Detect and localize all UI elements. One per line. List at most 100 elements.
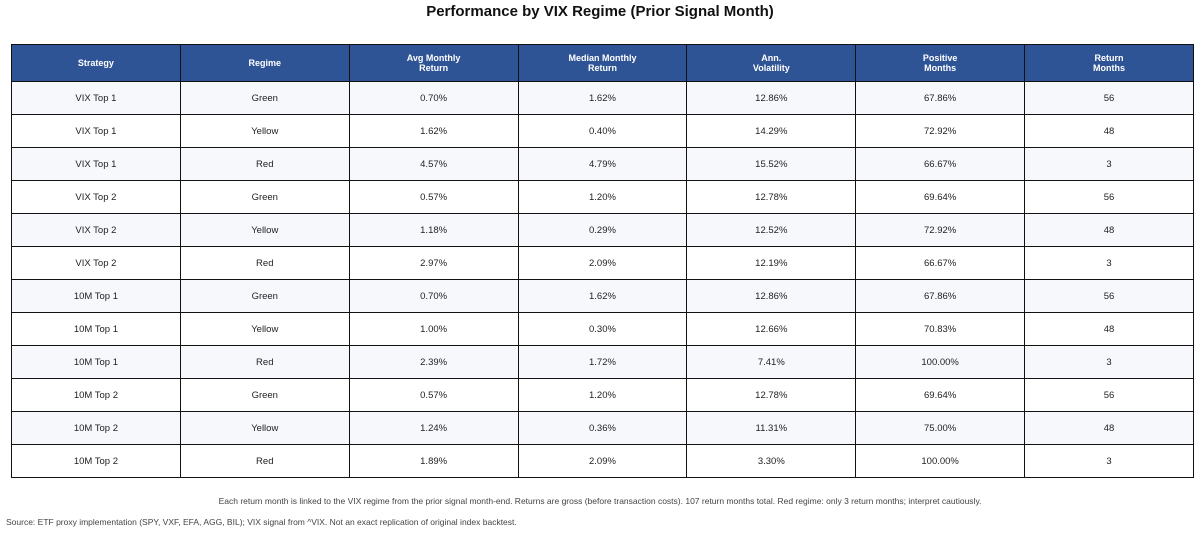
return-months-cell: 3: [1024, 444, 1194, 478]
ann-volatility-cell: 3.30%: [686, 444, 857, 478]
avg-monthly-return-cell: 0.70%: [348, 81, 519, 115]
ann-volatility-cell: 12.86%: [686, 279, 857, 313]
column-header-avg-monthly-return: Avg Monthly Return: [348, 44, 519, 82]
strategy-cell: 10M Top 1: [11, 279, 181, 313]
table-row: 10M Top 2 Red 1.89% 2.09% 3.30% 100.00% 3: [11, 444, 1194, 478]
avg-monthly-return-cell: 2.97%: [348, 246, 519, 280]
positive-months-cell: 100.00%: [855, 345, 1026, 379]
avg-monthly-return-cell: 1.18%: [348, 213, 519, 247]
median-monthly-return-cell: 1.72%: [517, 345, 688, 379]
column-header-positive-months: Positive Months: [855, 44, 1026, 82]
table-row: 10M Top 2 Yellow 1.24% 0.36% 11.31% 75.00% 48: [11, 411, 1194, 445]
positive-months-cell: 72.92%: [855, 114, 1026, 148]
median-monthly-return-cell: 1.20%: [517, 180, 688, 214]
regime-cell: Green: [179, 279, 350, 313]
table-row: 10M Top 2 Green 0.57% 1.20% 12.78% 69.64% 56: [11, 378, 1194, 412]
return-months-cell: 56: [1024, 378, 1194, 412]
table-header: Strategy Regime Avg Monthly Return Media…: [11, 44, 1194, 82]
strategy-cell: VIX Top 2: [11, 213, 181, 247]
avg-monthly-return-cell: 1.89%: [348, 444, 519, 478]
median-monthly-return-cell: 1.62%: [517, 81, 688, 115]
regime-cell: Red: [179, 246, 350, 280]
median-monthly-return-cell: 1.20%: [517, 378, 688, 412]
return-months-cell: 56: [1024, 180, 1194, 214]
source-note: Source: ETF proxy implementation (SPY, V…: [6, 517, 517, 527]
strategy-cell: VIX Top 1: [11, 81, 181, 115]
strategy-cell: 10M Top 2: [11, 411, 181, 445]
avg-monthly-return-cell: 4.57%: [348, 147, 519, 181]
page-title: Performance by VIX Regime (Prior Signal …: [426, 3, 774, 20]
ann-volatility-cell: 14.29%: [686, 114, 857, 148]
positive-months-cell: 67.86%: [855, 81, 1026, 115]
strategy-cell: 10M Top 2: [11, 444, 181, 478]
table-body: VIX Top 1 Green 0.70% 1.62% 12.86% 67.86% 56 VI…: [11, 81, 1194, 478]
ann-volatility-cell: 12.86%: [686, 81, 857, 115]
positive-months-cell: 66.67%: [855, 246, 1026, 280]
strategy-cell: 10M Top 1: [11, 345, 181, 379]
avg-monthly-return-cell: 1.24%: [348, 411, 519, 445]
return-months-cell: 3: [1024, 345, 1194, 379]
regime-cell: Green: [179, 180, 350, 214]
footnote: Each return month is linked to the VIX r…: [218, 496, 982, 506]
table-row: VIX Top 1 Yellow 1.62% 0.40% 14.29% 72.92% 48: [11, 114, 1194, 148]
column-header-line1: Return: [1094, 53, 1124, 63]
column-header-line1: Regime: [248, 58, 282, 68]
table-row: VIX Top 1 Red 4.57% 4.79% 15.52% 66.67% 3: [11, 147, 1194, 181]
return-months-cell: 3: [1024, 147, 1194, 181]
return-months-cell: 48: [1024, 312, 1194, 346]
table-row: VIX Top 2 Red 2.97% 2.09% 12.19% 66.67% 3: [11, 246, 1194, 280]
positive-months-cell: 66.67%: [855, 147, 1026, 181]
median-monthly-return-cell: 4.79%: [517, 147, 688, 181]
regime-cell: Yellow: [179, 411, 350, 445]
positive-months-cell: 69.64%: [855, 180, 1026, 214]
ann-volatility-cell: 12.19%: [686, 246, 857, 280]
table-row: 10M Top 1 Red 2.39% 1.72% 7.41% 100.00% 3: [11, 345, 1194, 379]
column-header-strategy: Strategy: [11, 44, 181, 82]
table-row: VIX Top 2 Yellow 1.18% 0.29% 12.52% 72.92% 48: [11, 213, 1194, 247]
positive-months-cell: 69.64%: [855, 378, 1026, 412]
positive-months-cell: 70.83%: [855, 312, 1026, 346]
column-header-ann-volatility: Ann. Volatility: [686, 44, 857, 82]
ann-volatility-cell: 15.52%: [686, 147, 857, 181]
table-row: 10M Top 1 Yellow 1.00% 0.30% 12.66% 70.83% 48: [11, 312, 1194, 346]
header-row: Strategy Regime Avg Monthly Return Media…: [11, 44, 1194, 82]
avg-monthly-return-cell: 1.00%: [348, 312, 519, 346]
median-monthly-return-cell: 0.36%: [517, 411, 688, 445]
performance-table: Strategy Regime Avg Monthly Return Media…: [11, 44, 1194, 478]
median-monthly-return-cell: 1.62%: [517, 279, 688, 313]
median-monthly-return-cell: 2.09%: [517, 444, 688, 478]
column-header-line2: Return: [587, 63, 617, 73]
return-months-cell: 48: [1024, 411, 1194, 445]
return-months-cell: 48: [1024, 213, 1194, 247]
column-header-line1: Strategy: [77, 58, 114, 68]
column-header-line2: Months: [924, 63, 957, 73]
strategy-cell: VIX Top 1: [11, 147, 181, 181]
return-months-cell: 56: [1024, 279, 1194, 313]
avg-monthly-return-cell: 0.70%: [348, 279, 519, 313]
strategy-cell: 10M Top 1: [11, 312, 181, 346]
column-header-line1: Median Monthly: [568, 53, 637, 63]
median-monthly-return-cell: 0.40%: [517, 114, 688, 148]
table-row: VIX Top 2 Green 0.57% 1.20% 12.78% 69.64% 56: [11, 180, 1194, 214]
avg-monthly-return-cell: 2.39%: [348, 345, 519, 379]
column-header-line1: Avg Monthly: [406, 53, 461, 63]
strategy-cell: VIX Top 2: [11, 246, 181, 280]
regime-cell: Green: [179, 378, 350, 412]
column-header-line2: Months: [1093, 63, 1126, 73]
avg-monthly-return-cell: 0.57%: [348, 180, 519, 214]
median-monthly-return-cell: 0.29%: [517, 213, 688, 247]
ann-volatility-cell: 12.52%: [686, 213, 857, 247]
return-months-cell: 3: [1024, 246, 1194, 280]
avg-monthly-return-cell: 0.57%: [348, 378, 519, 412]
performance-table-container: Strategy Regime Avg Monthly Return Media…: [11, 44, 1194, 478]
median-monthly-return-cell: 2.09%: [517, 246, 688, 280]
positive-months-cell: 100.00%: [855, 444, 1026, 478]
column-header-return-months: Return Months: [1024, 44, 1194, 82]
column-header-line1: Ann.: [761, 53, 782, 63]
positive-months-cell: 75.00%: [855, 411, 1026, 445]
positive-months-cell: 67.86%: [855, 279, 1026, 313]
column-header-line2: Volatility: [752, 63, 790, 73]
positive-months-cell: 72.92%: [855, 213, 1026, 247]
table-row: VIX Top 1 Green 0.70% 1.62% 12.86% 67.86% 56: [11, 81, 1194, 115]
strategy-cell: 10M Top 2: [11, 378, 181, 412]
